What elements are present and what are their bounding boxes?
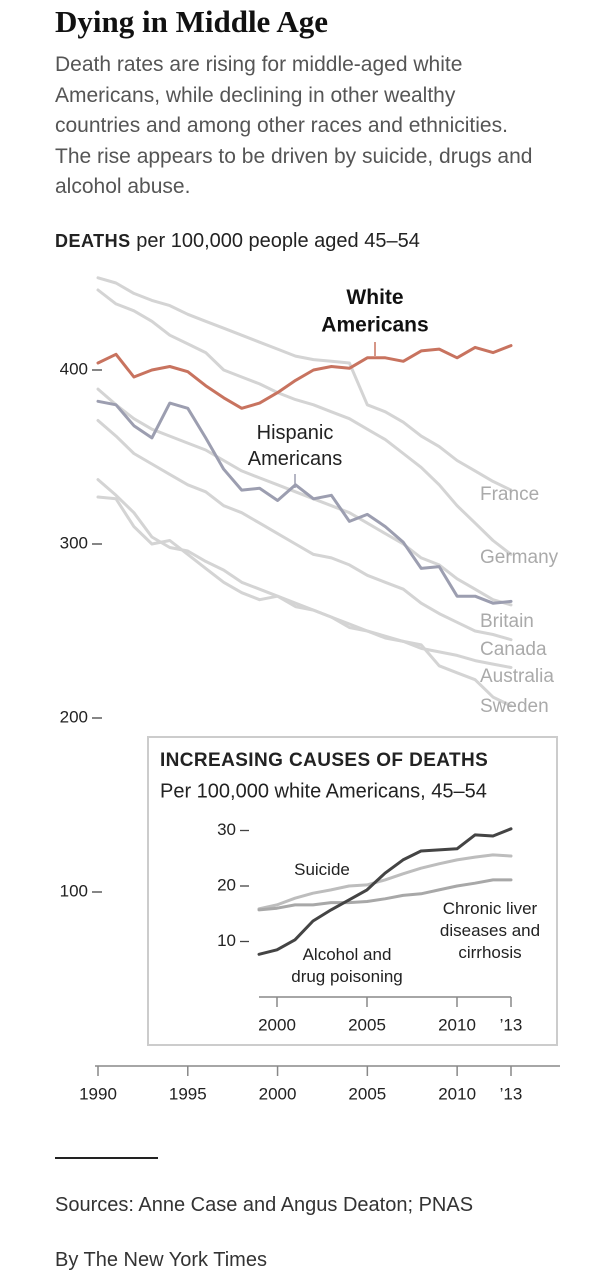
label-line: France: [480, 484, 539, 505]
y-tick-label: 400: [60, 359, 88, 378]
inset-subtitle: Per 100,000 white Americans, 45–54: [160, 780, 487, 802]
label-line: Suicide: [294, 860, 350, 879]
label-line: Sweden: [480, 696, 549, 717]
series-label: Hispanic Americans: [248, 422, 342, 470]
series-label: Suicide: [294, 860, 350, 879]
series-line: [96, 495, 513, 708]
series-line: [96, 276, 513, 492]
series-label: Germany: [480, 547, 559, 568]
series-label: White Americans: [321, 286, 428, 336]
y-tick-label: 20: [217, 875, 236, 894]
footer-rule: [55, 1157, 158, 1159]
series-line: [96, 478, 513, 669]
label-line: Canada: [480, 639, 547, 660]
x-tick-label: 2005: [348, 1015, 386, 1034]
unit-label: DEATHS per 100,000 people aged 45–54: [55, 230, 420, 253]
label-line: Americans: [321, 313, 428, 336]
label-line: Americans: [248, 448, 342, 470]
series-label: Sweden: [480, 696, 549, 717]
credit: By The New York Times: [55, 1249, 267, 1271]
y-tick-label: 30: [217, 820, 236, 839]
series-line: [96, 419, 513, 642]
inset-box: [147, 736, 558, 1046]
label-line: drug poisoning: [291, 968, 403, 987]
x-tick-label: ’13: [500, 1084, 523, 1103]
label-line: diseases and: [440, 922, 540, 941]
series-label: Chronic liver diseases and cirrhosis: [440, 899, 540, 962]
unit-bold: DEATHS: [55, 231, 131, 251]
x-tick-label: 2010: [438, 1084, 476, 1103]
x-tick-label: 2000: [258, 1015, 296, 1034]
label-line: Britain: [480, 611, 534, 632]
x-tick-label: ’13: [500, 1015, 523, 1034]
x-tick-label: 1995: [169, 1084, 207, 1103]
x-tick-label: 1990: [79, 1084, 117, 1103]
label-line: Chronic liver: [443, 899, 538, 918]
series-label: Canada: [480, 639, 547, 660]
y-tick-label: 200: [60, 707, 88, 726]
y-tick-label: 10: [217, 931, 236, 950]
chart-layer: 1990 1995 2000 2005 2010’13100200300400Franc…: [60, 276, 560, 1103]
series-line: [96, 399, 513, 605]
label-line: Germany: [480, 547, 559, 568]
series-label: Britain: [480, 611, 534, 632]
series-line: [257, 853, 513, 911]
unit-desc: per 100,000 people aged 45–54: [136, 230, 420, 252]
label-line: Australia: [480, 666, 554, 687]
series-line: [257, 878, 513, 912]
series-line: [96, 288, 513, 556]
sources: Sources: Anne Case and Angus Deaton; PNA…: [55, 1194, 474, 1216]
series-label: Alcohol and drug poisoning: [291, 945, 403, 986]
series-line: [96, 344, 513, 410]
label-line: White: [346, 286, 403, 309]
y-tick-label: 100: [60, 881, 88, 900]
x-tick-label: 2000: [259, 1084, 297, 1103]
series-line: [96, 387, 513, 607]
subtitle: Death rates are rising for middle-aged w…: [55, 53, 533, 198]
label-line: Alcohol and: [303, 945, 392, 964]
x-tick-label: 2010: [438, 1015, 476, 1034]
series-label: Australia: [480, 666, 554, 687]
x-tick-label: 2005: [348, 1084, 386, 1103]
inset-title: INCREASING CAUSES OF DEATHS: [160, 750, 488, 771]
title: Dying in Middle Age: [55, 4, 329, 39]
label-line: Hispanic: [257, 422, 334, 444]
y-tick-label: 300: [60, 533, 88, 552]
series-line: [257, 827, 513, 956]
label-line: cirrhosis: [458, 944, 521, 963]
series-label: France: [480, 484, 539, 505]
